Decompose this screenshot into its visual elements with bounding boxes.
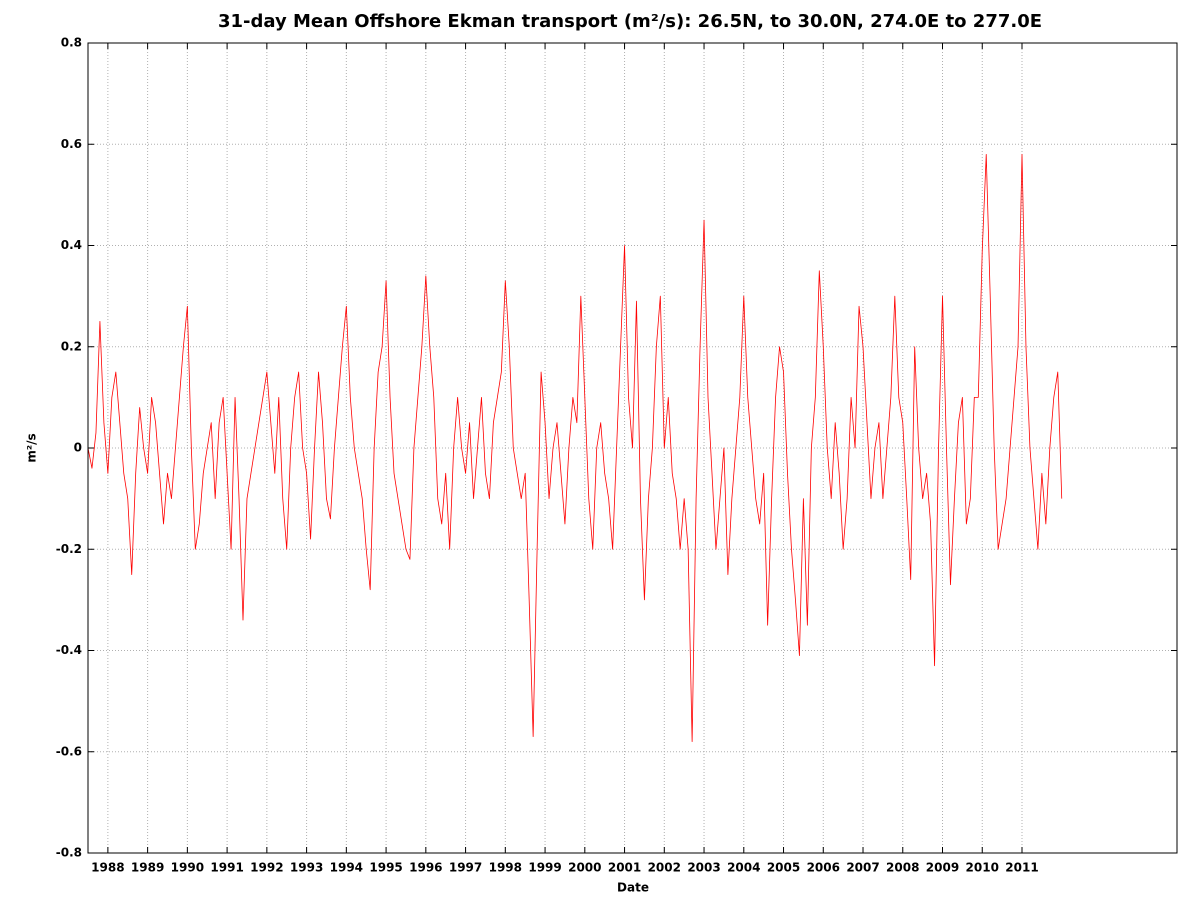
x-tick-label: 1994 bbox=[330, 861, 363, 875]
y-tick-label: 0.4 bbox=[61, 238, 82, 252]
x-tick-label: 2004 bbox=[727, 861, 760, 875]
x-tick-label: 1998 bbox=[489, 861, 522, 875]
x-tick-label: 2010 bbox=[966, 861, 999, 875]
x-tick-label: 2001 bbox=[608, 861, 641, 875]
x-tick-label: 1989 bbox=[131, 861, 164, 875]
x-tick-label: 2005 bbox=[767, 861, 800, 875]
x-tick-label: 1996 bbox=[409, 861, 442, 875]
x-tick-label: 2009 bbox=[926, 861, 959, 875]
y-tick-label: -0.2 bbox=[56, 542, 82, 556]
x-tick-label: 2011 bbox=[1005, 861, 1038, 875]
plot-frame bbox=[87, 42, 1178, 854]
y-tick-label: 0 bbox=[74, 441, 82, 455]
y-tick-label: 0.2 bbox=[61, 339, 82, 353]
x-tick-label: 2007 bbox=[846, 861, 879, 875]
x-tick-label: 2002 bbox=[648, 861, 681, 875]
y-tick-label: -0.4 bbox=[56, 643, 82, 657]
y-axis-label: m²/s bbox=[25, 433, 39, 462]
y-tick-label: -0.8 bbox=[56, 846, 82, 860]
y-tick-label: 0.8 bbox=[61, 36, 82, 50]
x-tick-label: 1997 bbox=[449, 861, 482, 875]
x-tick-label: 1993 bbox=[290, 861, 323, 875]
y-tick-label: -0.6 bbox=[56, 744, 82, 758]
x-axis-label: Date bbox=[617, 881, 649, 895]
x-tick-label: 1995 bbox=[369, 861, 402, 875]
y-tick-label: 0.6 bbox=[61, 137, 82, 151]
x-tick-label: 2003 bbox=[687, 861, 720, 875]
x-tick-label: 1992 bbox=[250, 861, 283, 875]
x-tick-label: 1999 bbox=[528, 861, 561, 875]
x-tick-label: 1991 bbox=[210, 861, 243, 875]
x-tick-label: 2006 bbox=[807, 861, 840, 875]
x-tick-label: 1990 bbox=[171, 861, 204, 875]
chart-title: 31-day Mean Offshore Ekman transport (m²… bbox=[218, 11, 1042, 32]
data-line bbox=[87, 153, 1063, 743]
x-tick-label: 2000 bbox=[568, 861, 601, 875]
x-tick-label: 2008 bbox=[886, 861, 919, 875]
x-tick-label: 1988 bbox=[91, 861, 124, 875]
